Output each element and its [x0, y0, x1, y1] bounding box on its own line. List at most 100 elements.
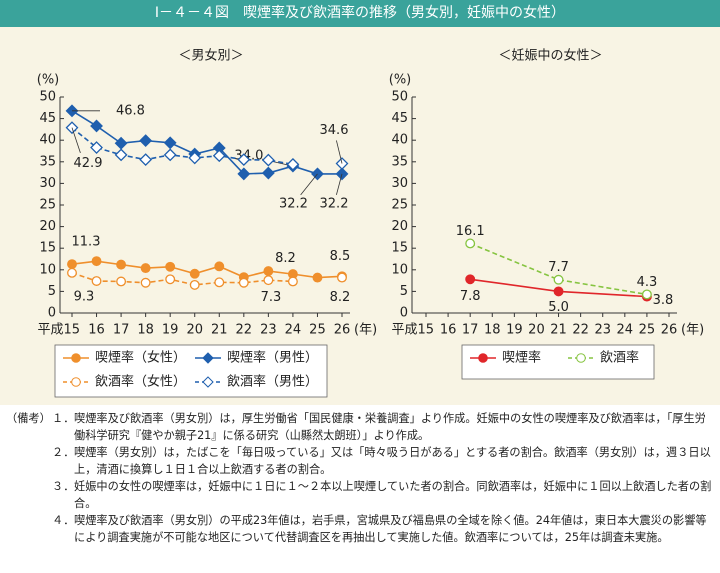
x-tick-label: 19: [162, 323, 179, 338]
x-tick-label: 23: [260, 323, 277, 338]
point: [67, 267, 77, 278]
data-label: 7.3: [261, 290, 282, 305]
legend-label: 喫煙率（女性）: [95, 350, 186, 366]
legend-marker: [576, 353, 586, 363]
x-tick-label: 26: [334, 323, 351, 338]
note-number: １．: [52, 412, 75, 425]
point: [237, 153, 251, 167]
point: [553, 274, 564, 285]
note-item: （備考） １． 喫煙率及び飲酒率（男女別）は，厚生労働省「国民健康・栄養調査」より作…: [6, 410, 714, 444]
point: [465, 238, 476, 249]
point: [263, 266, 274, 277]
data-label: 7.7: [548, 260, 569, 275]
x-tick-label: 20: [528, 323, 545, 338]
legend-label: 喫煙率（男性）: [227, 350, 318, 366]
point: [641, 289, 652, 300]
y-tick-label: 10: [39, 262, 56, 277]
x-tick-label: 19: [506, 323, 523, 338]
point: [263, 275, 274, 286]
point: [238, 277, 249, 288]
data-label: 11.3: [72, 235, 101, 250]
series-line: [72, 128, 342, 165]
x-tick-label: 16: [88, 323, 105, 338]
point: [465, 274, 476, 285]
legend-marker: [71, 377, 81, 387]
note-number: ３．: [52, 480, 75, 493]
y-tick-label: 40: [39, 133, 56, 148]
point: [140, 277, 151, 288]
data-label: 4.3: [637, 275, 658, 290]
point: [214, 261, 225, 272]
data-label: 7.8: [460, 289, 481, 304]
point: [312, 272, 323, 283]
point: [114, 148, 128, 162]
y-tick-label: 5: [400, 284, 408, 299]
x-tick-label: 25: [309, 323, 326, 338]
notes-prefix: [6, 478, 52, 512]
legend-marker: [478, 353, 488, 363]
point: [163, 148, 177, 162]
point: [237, 167, 251, 181]
data-label: 34.6: [320, 123, 349, 138]
y-tick-label: 40: [391, 133, 408, 148]
point: [337, 272, 347, 283]
y-tick-label: 35: [39, 154, 56, 169]
series-line: [71, 110, 342, 175]
point: [139, 153, 153, 167]
x-tick-label: 22: [236, 323, 253, 338]
note-text: 喫煙率及び飲酒率（男女別）は，厚生労働省「国民健康・栄養調査」より作成。妊娠中の…: [74, 412, 706, 442]
y-tick-label: 30: [391, 176, 408, 191]
point: [91, 276, 102, 286]
note-item: ３． 妊娠中の女性の喫煙率は，妊娠中に１日に１～２本以上喫煙していた者の割合。同飲…: [6, 478, 714, 512]
point: [286, 157, 300, 171]
leader-line: [71, 127, 81, 153]
y-tick-label: 45: [391, 111, 408, 126]
point: [90, 141, 103, 154]
x-tick-label: 25: [639, 323, 656, 338]
x-tick-label: 17: [462, 323, 479, 338]
figure-title: Ⅰ－４－４図 喫煙率及び飲酒率の推移（男女別，妊娠中の女性）: [0, 0, 720, 27]
legend-label: 飲酒率（女性）: [95, 374, 186, 390]
note-item: ４． 喫煙率及び飲酒率（男女別）の平成23年値は，岩手県，宮城県及び福島県の全域を…: [6, 512, 714, 546]
series-line: [71, 260, 343, 279]
y-tick-label: 10: [391, 262, 408, 277]
x-unit: (年): [681, 323, 704, 338]
x-tick-label: 18: [484, 323, 501, 338]
x-tick-label: 20: [186, 323, 203, 338]
point: [116, 276, 127, 287]
y-tick-label: 25: [391, 198, 408, 213]
legend-label: 飲酒率（男性）: [227, 374, 318, 390]
note-number: ４．: [52, 514, 75, 527]
y-tick-label: 0: [400, 306, 408, 321]
legend-label: 喫煙率: [502, 350, 541, 366]
point: [165, 274, 176, 285]
x-tick-label: 16: [440, 323, 457, 338]
y-tick-label: 20: [39, 219, 56, 234]
note-number: ２．: [52, 446, 75, 459]
point: [214, 277, 225, 288]
leader-line: [336, 173, 343, 195]
legend-box: [54, 344, 328, 398]
data-label: 8.5: [330, 249, 351, 264]
point: [261, 153, 275, 167]
data-label: 46.8: [116, 103, 145, 118]
data-label: 42.9: [74, 156, 103, 171]
y-unit: (%): [37, 73, 60, 88]
point: [163, 136, 177, 150]
leader-line: [300, 173, 318, 196]
point: [189, 268, 200, 279]
point: [116, 259, 127, 270]
x-tick-label: 22: [572, 323, 589, 338]
y-tick-label: 45: [39, 111, 56, 126]
x-tick-label: 26: [661, 323, 678, 338]
x-tick-label: 24: [617, 323, 634, 338]
notes: （備考） １． 喫煙率及び飲酒率（男女別）は，厚生労働省「国民健康・栄養調査」より作…: [6, 410, 714, 546]
point: [189, 279, 200, 290]
y-tick-label: 35: [391, 154, 408, 169]
x-tick-label: 平成15: [37, 323, 80, 338]
point: [287, 276, 298, 287]
chart-title: ＜妊娠中の女性＞: [498, 48, 602, 64]
point: [188, 151, 202, 165]
point: [553, 286, 564, 297]
legend-marker: [71, 353, 81, 363]
